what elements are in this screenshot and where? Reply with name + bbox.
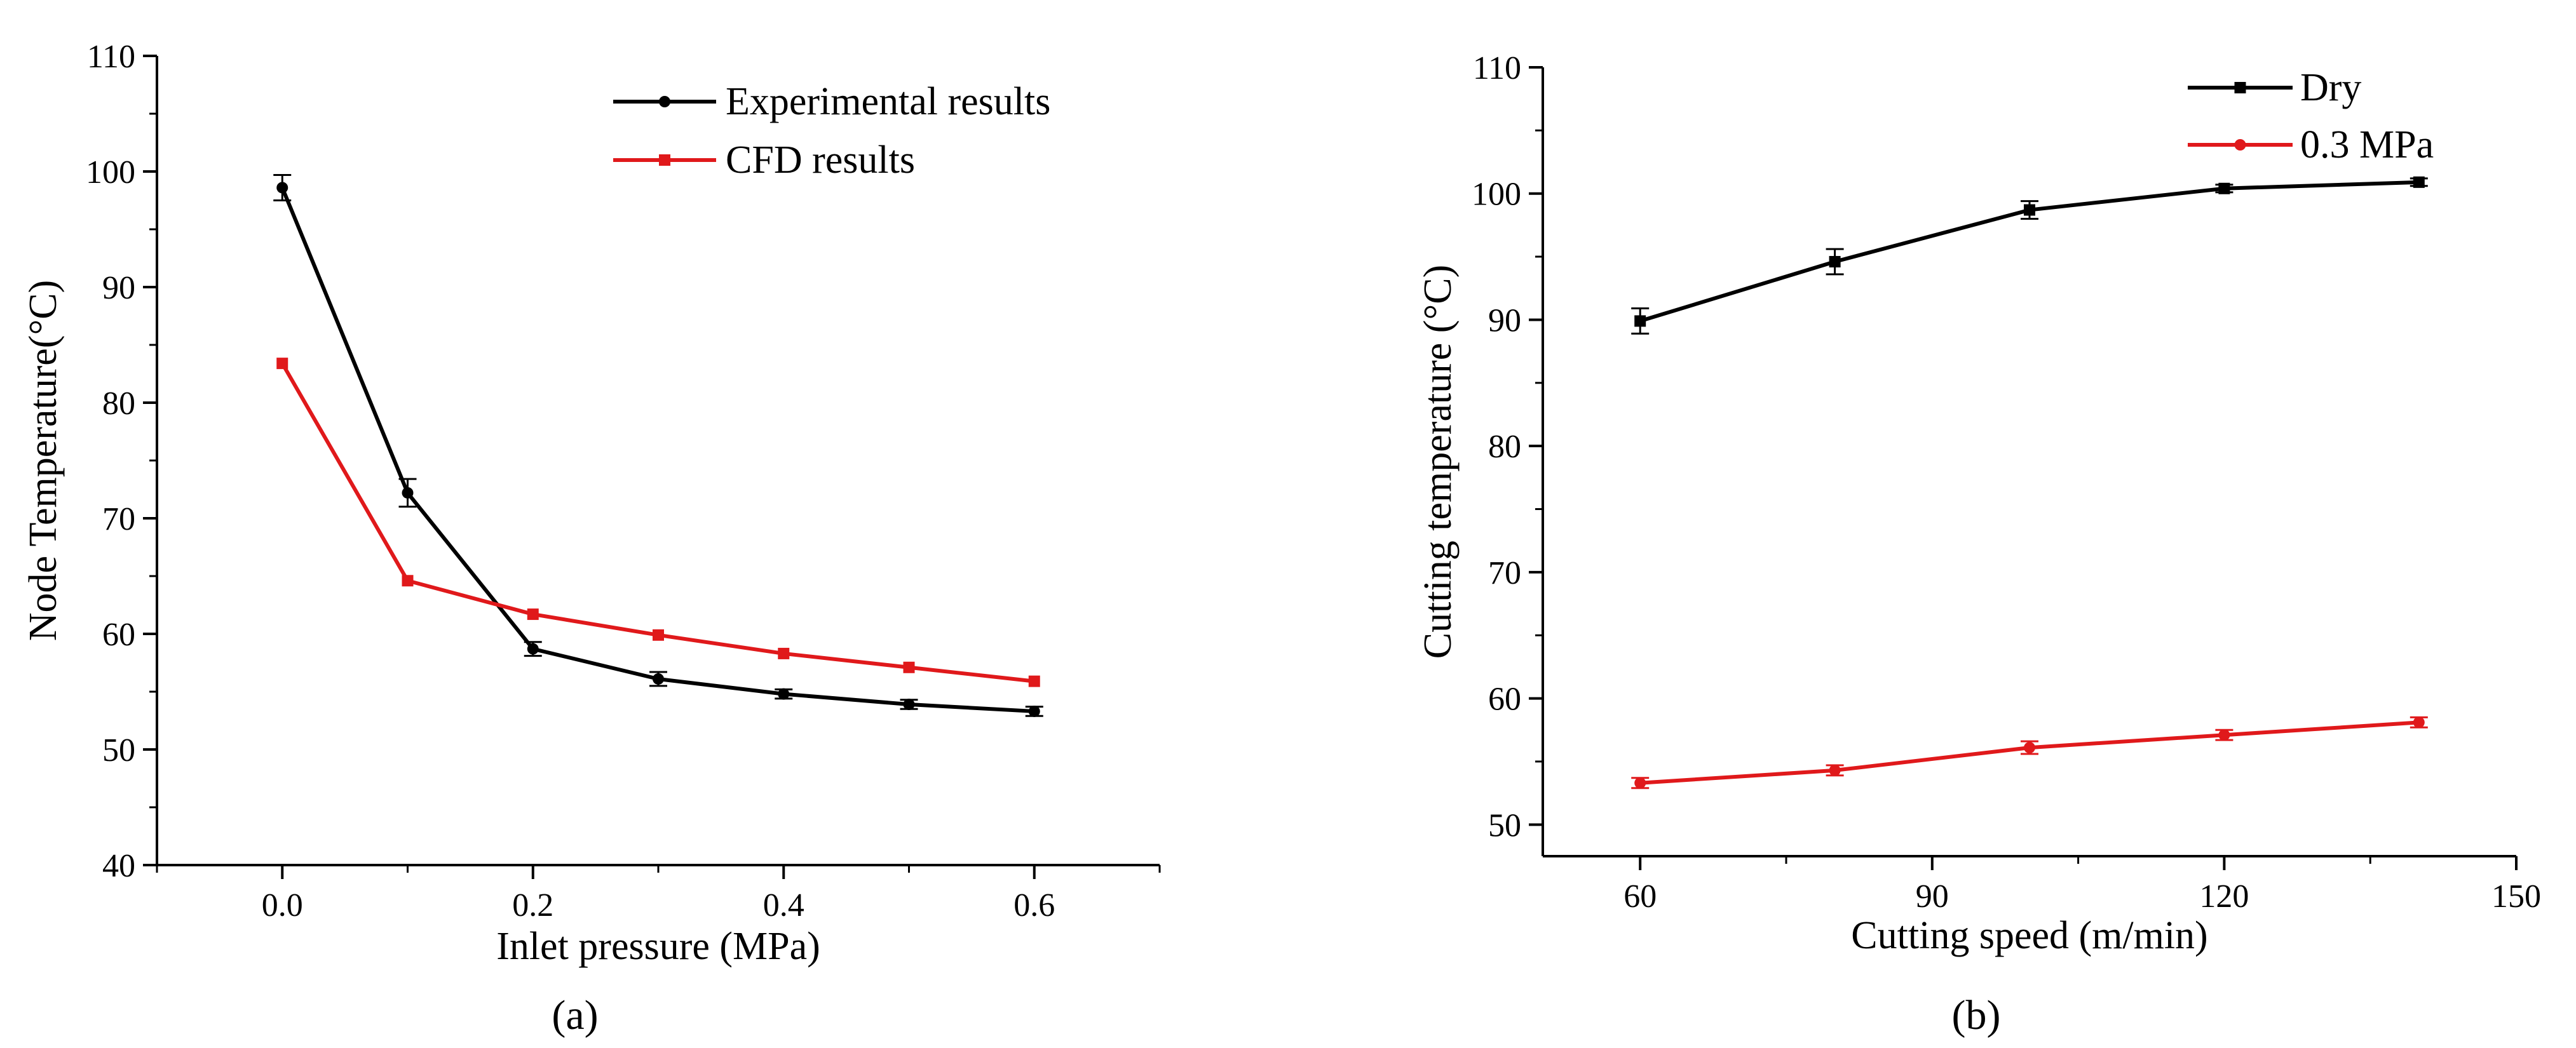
legend-label: Experimental results (726, 80, 1050, 123)
y-tick-label: 70 (102, 501, 135, 537)
y-tick-label: 40 (102, 848, 135, 884)
data-point (1028, 675, 1040, 687)
y-tick-label: 60 (102, 617, 135, 653)
panel-label-a: (a) (552, 992, 598, 1038)
data-point (1634, 315, 1646, 327)
data-point (1829, 256, 1841, 268)
chart-a: 40 50 60 70 80 90 100 110 0.0 0.2 0.4 0.6 Inlet pres… (22, 39, 1161, 968)
y-tick-label: 80 (102, 386, 135, 422)
data-point (778, 688, 790, 700)
panel-label-b: (b) (1952, 992, 2001, 1038)
x-tick-label: 150 (2491, 878, 2541, 915)
x-tick-label: 90 (1916, 878, 1949, 915)
data-point (903, 661, 915, 673)
x-tick-label: 0.4 (763, 887, 804, 924)
y-tick-label: 100 (86, 154, 135, 191)
y-tick-label: 70 (1488, 555, 1521, 591)
data-point (402, 487, 414, 499)
y-tick-label: 100 (1472, 177, 1521, 213)
legend-marker (2234, 139, 2246, 151)
legend-marker (659, 154, 670, 166)
legend-label: Dry (2300, 66, 2361, 109)
data-point (653, 673, 664, 685)
y-axis-title: Cutting temperature (°C) (1416, 265, 1460, 659)
data-point (1634, 777, 1646, 789)
data-point (402, 575, 414, 587)
legend-marker (659, 96, 670, 107)
y-tick-label: 50 (1488, 807, 1521, 843)
data-point (1829, 764, 1841, 776)
x-tick-label: 120 (2199, 878, 2249, 915)
x-tick-label: 0.0 (262, 887, 303, 924)
data-point (276, 182, 288, 194)
data-point (1028, 705, 1040, 717)
y-tick-label: 90 (102, 270, 135, 306)
data-point (2024, 742, 2035, 754)
legend-label: 0.3 MPa (2300, 123, 2434, 166)
data-point (2218, 729, 2230, 741)
y-tick-label: 60 (1488, 682, 1521, 718)
data-point (2218, 182, 2230, 194)
data-point (653, 629, 664, 641)
y-axis-title: Node Temperature(°C) (22, 280, 65, 641)
data-point (2024, 204, 2035, 216)
y-tick-label: 110 (87, 39, 135, 75)
legend-label: CFD results (726, 138, 915, 182)
data-point (2413, 176, 2425, 188)
x-axis-title: Cutting speed (m/min) (1851, 914, 2207, 957)
legend-marker (2234, 82, 2246, 93)
y-tick-label: 80 (1488, 429, 1521, 465)
chart-b: 50 60 70 80 90 100 110 60 90 120 150 Cutting speed … (1416, 50, 2541, 957)
x-axis-title: Inlet pressure (MPa) (496, 925, 820, 968)
data-point (527, 608, 539, 621)
data-point (276, 358, 288, 370)
x-tick-label: 60 (1624, 878, 1657, 915)
data-point (527, 643, 539, 655)
data-point (2413, 716, 2425, 729)
y-tick-label: 110 (1473, 50, 1521, 86)
x-tick-label: 0.2 (512, 887, 553, 924)
data-point (778, 647, 790, 659)
data-point (903, 699, 915, 711)
y-tick-label: 50 (102, 732, 135, 769)
y-tick-label: 90 (1488, 302, 1521, 339)
x-tick-label: 0.6 (1013, 887, 1055, 924)
